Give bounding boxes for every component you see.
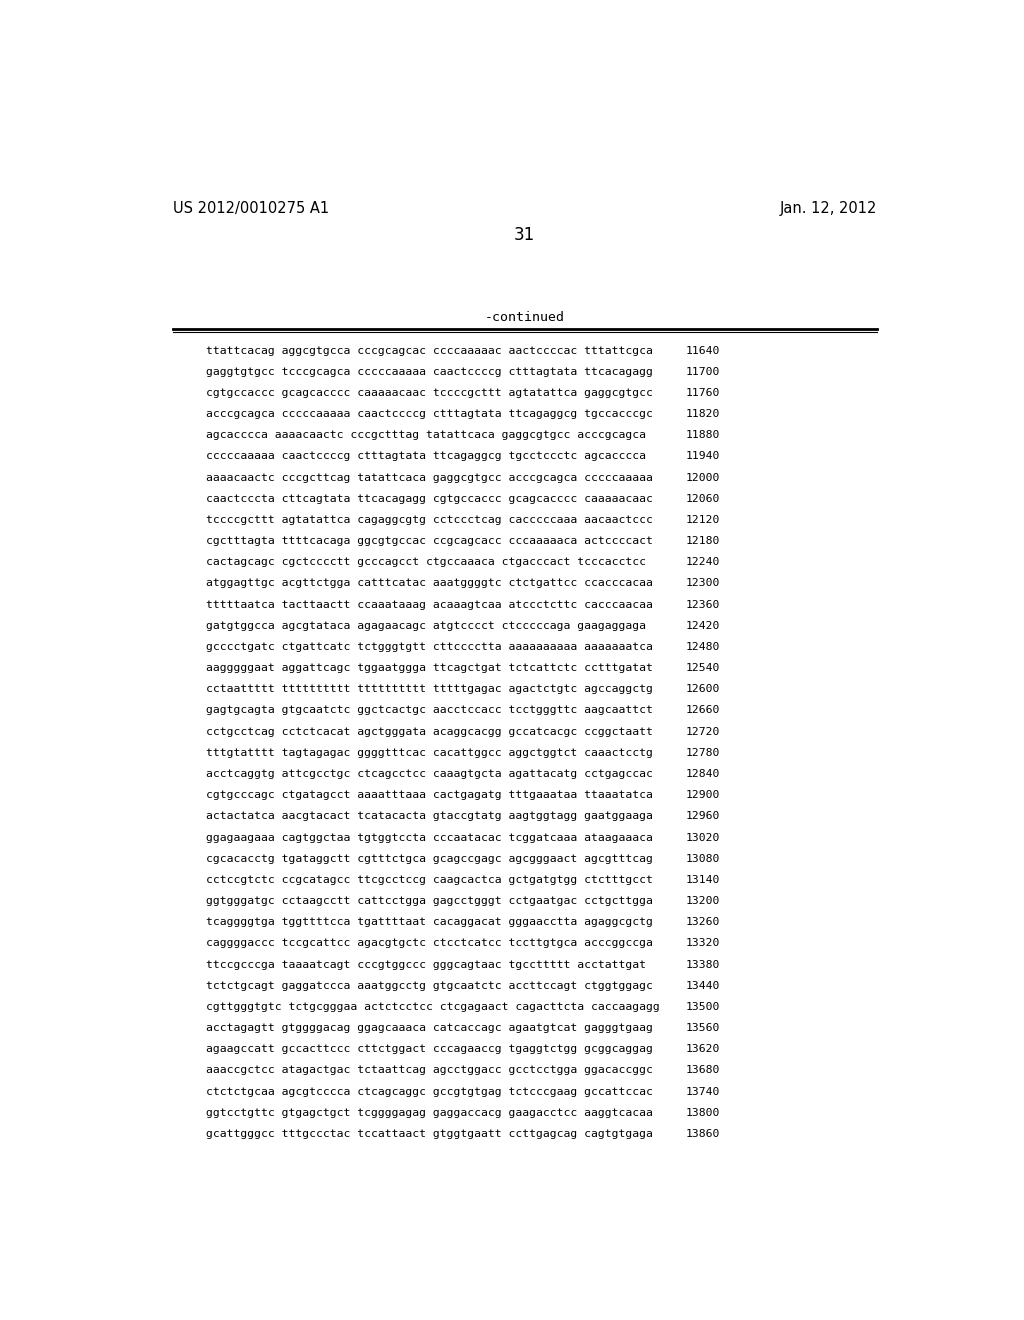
Text: ttattcacag aggcgtgcca cccgcagcac ccccaaaaac aactccccac tttattcgca: ttattcacag aggcgtgcca cccgcagcac ccccaaa… <box>206 346 652 355</box>
Text: gaggtgtgcc tcccgcagca cccccaaaaa caactccccg ctttagtata ttcacagagg: gaggtgtgcc tcccgcagca cccccaaaaa caactcc… <box>206 367 652 376</box>
Text: 13500: 13500 <box>686 1002 720 1012</box>
Text: cctaattttt tttttttttt tttttttttt tttttgagac agactctgtc agccaggctg: cctaattttt tttttttttt tttttttttt tttttga… <box>206 684 652 694</box>
Text: 13200: 13200 <box>686 896 720 906</box>
Text: 11640: 11640 <box>686 346 720 355</box>
Text: cctgcctcag cctctcacat agctgggata acaggcacgg gccatcacgc ccggctaatt: cctgcctcag cctctcacat agctgggata acaggca… <box>206 726 652 737</box>
Text: atggagttgc acgttctgga catttcatac aaatggggtc ctctgattcc ccacccacaa: atggagttgc acgttctgga catttcatac aaatggg… <box>206 578 652 589</box>
Text: 12540: 12540 <box>686 663 720 673</box>
Text: 13560: 13560 <box>686 1023 720 1034</box>
Text: ggagaagaaa cagtggctaa tgtggtccta cccaatacac tcggatcaaa ataagaaaca: ggagaagaaa cagtggctaa tgtggtccta cccaata… <box>206 833 652 842</box>
Text: 13800: 13800 <box>686 1107 720 1118</box>
Text: caactcccta cttcagtata ttcacagagg cgtgccaccc gcagcacccc caaaaacaac: caactcccta cttcagtata ttcacagagg cgtgcca… <box>206 494 652 504</box>
Text: 12720: 12720 <box>686 726 720 737</box>
Text: 12660: 12660 <box>686 705 720 715</box>
Text: 12420: 12420 <box>686 620 720 631</box>
Text: aagggggaat aggattcagc tggaatggga ttcagctgat tctcattctc cctttgatat: aagggggaat aggattcagc tggaatggga ttcagct… <box>206 663 652 673</box>
Text: 13440: 13440 <box>686 981 720 991</box>
Text: tccccgcttt agtatattca cagaggcgtg cctccctcag cacccccaaa aacaactccc: tccccgcttt agtatattca cagaggcgtg cctccct… <box>206 515 652 525</box>
Text: 13320: 13320 <box>686 939 720 948</box>
Text: cgtgccaccc gcagcacccc caaaaacaac tccccgcttt agtatattca gaggcgtgcc: cgtgccaccc gcagcacccc caaaaacaac tccccgc… <box>206 388 652 397</box>
Text: 12960: 12960 <box>686 812 720 821</box>
Text: tctctgcagt gaggatccca aaatggcctg gtgcaatctc accttccagt ctggtggagc: tctctgcagt gaggatccca aaatggcctg gtgcaat… <box>206 981 652 991</box>
Text: 12060: 12060 <box>686 494 720 504</box>
Text: 11880: 11880 <box>686 430 720 440</box>
Text: cgttgggtgtc tctgcgggaa actctcctcc ctcgagaact cagacttcta caccaagagg: cgttgggtgtc tctgcgggaa actctcctcc ctcgag… <box>206 1002 659 1012</box>
Text: 13740: 13740 <box>686 1086 720 1097</box>
Text: acccgcagca cccccaaaaa caactccccg ctttagtata ttcagaggcg tgccacccgc: acccgcagca cccccaaaaa caactccccg ctttagt… <box>206 409 652 418</box>
Text: ttccgcccga taaaatcagt cccgtggccc gggcagtaac tgccttttt acctattgat: ttccgcccga taaaatcagt cccgtggccc gggcagt… <box>206 960 645 970</box>
Text: 12900: 12900 <box>686 791 720 800</box>
Text: 13680: 13680 <box>686 1065 720 1076</box>
Text: cgctttagta ttttcacaga ggcgtgccac ccgcagcacc cccaaaaaca actccccact: cgctttagta ttttcacaga ggcgtgccac ccgcagc… <box>206 536 652 546</box>
Text: 13260: 13260 <box>686 917 720 927</box>
Text: tttgtatttt tagtagagac ggggtttcac cacattggcc aggctggtct caaactcctg: tttgtatttt tagtagagac ggggtttcac cacattg… <box>206 748 652 758</box>
Text: 31: 31 <box>514 226 536 244</box>
Text: 11940: 11940 <box>686 451 720 462</box>
Text: Jan. 12, 2012: Jan. 12, 2012 <box>779 201 877 215</box>
Text: ctctctgcaa agcgtcccca ctcagcaggc gccgtgtgag tctcccgaag gccattccac: ctctctgcaa agcgtcccca ctcagcaggc gccgtgt… <box>206 1086 652 1097</box>
Text: acctagagtt gtggggacag ggagcaaaca catcaccagc agaatgtcat gagggtgaag: acctagagtt gtggggacag ggagcaaaca catcacc… <box>206 1023 652 1034</box>
Text: gcattgggcc tttgccctac tccattaact gtggtgaatt ccttgagcag cagtgtgaga: gcattgggcc tttgccctac tccattaact gtggtga… <box>206 1129 652 1139</box>
Text: 13860: 13860 <box>686 1129 720 1139</box>
Text: caggggaccc tccgcattcc agacgtgctc ctcctcatcc tccttgtgca acccggccga: caggggaccc tccgcattcc agacgtgctc ctcctca… <box>206 939 652 948</box>
Text: ggtcctgttc gtgagctgct tcggggagag gaggaccacg gaagacctcc aaggtcacaa: ggtcctgttc gtgagctgct tcggggagag gaggacc… <box>206 1107 652 1118</box>
Text: 12120: 12120 <box>686 515 720 525</box>
Text: acctcaggtg attcgcctgc ctcagcctcc caaagtgcta agattacatg cctgagccac: acctcaggtg attcgcctgc ctcagcctcc caaagtg… <box>206 770 652 779</box>
Text: 11820: 11820 <box>686 409 720 418</box>
Text: 12780: 12780 <box>686 748 720 758</box>
Text: 12000: 12000 <box>686 473 720 483</box>
Text: 11700: 11700 <box>686 367 720 376</box>
Text: 13140: 13140 <box>686 875 720 884</box>
Text: gcccctgatc ctgattcatc tctgggtgtt cttcccctta aaaaaaaaaa aaaaaaatca: gcccctgatc ctgattcatc tctgggtgtt cttcccc… <box>206 642 652 652</box>
Text: agaagccatt gccacttccc cttctggact cccagaaccg tgaggtctgg gcggcaggag: agaagccatt gccacttccc cttctggact cccagaa… <box>206 1044 652 1055</box>
Text: 13020: 13020 <box>686 833 720 842</box>
Text: ggtgggatgc cctaagcctt cattcctgga gagcctgggt cctgaatgac cctgcttgga: ggtgggatgc cctaagcctt cattcctgga gagcctg… <box>206 896 652 906</box>
Text: cgcacacctg tgataggctt cgtttctgca gcagccgagc agcgggaact agcgtttcag: cgcacacctg tgataggctt cgtttctgca gcagccg… <box>206 854 652 863</box>
Text: 12480: 12480 <box>686 642 720 652</box>
Text: 12360: 12360 <box>686 599 720 610</box>
Text: -continued: -continued <box>484 312 565 323</box>
Text: cactagcagc cgctcccctt gcccagcct ctgccaaaca ctgacccact tcccacctcc: cactagcagc cgctcccctt gcccagcct ctgccaaa… <box>206 557 645 568</box>
Text: 12180: 12180 <box>686 536 720 546</box>
Text: 13080: 13080 <box>686 854 720 863</box>
Text: tttttaatca tacttaactt ccaaataaag acaaagtcaa atccctcttc cacccaacaa: tttttaatca tacttaactt ccaaataaag acaaagt… <box>206 599 652 610</box>
Text: agcacccca aaaacaactc cccgctttag tatattcaca gaggcgtgcc acccgcagca: agcacccca aaaacaactc cccgctttag tatattca… <box>206 430 645 440</box>
Text: 12300: 12300 <box>686 578 720 589</box>
Text: 12240: 12240 <box>686 557 720 568</box>
Text: 12840: 12840 <box>686 770 720 779</box>
Text: cctccgtctc ccgcatagcc ttcgcctccg caagcactca gctgatgtgg ctctttgcct: cctccgtctc ccgcatagcc ttcgcctccg caagcac… <box>206 875 652 884</box>
Text: tcaggggtga tggttttcca tgattttaat cacaggacat gggaacctta agaggcgctg: tcaggggtga tggttttcca tgattttaat cacagga… <box>206 917 652 927</box>
Text: 13380: 13380 <box>686 960 720 970</box>
Text: 12600: 12600 <box>686 684 720 694</box>
Text: 11760: 11760 <box>686 388 720 397</box>
Text: 13620: 13620 <box>686 1044 720 1055</box>
Text: aaaccgctcc atagactgac tctaattcag agcctggacc gcctcctgga ggacaccggc: aaaccgctcc atagactgac tctaattcag agcctgg… <box>206 1065 652 1076</box>
Text: gagtgcagta gtgcaatctc ggctcactgc aacctccacc tcctgggttc aagcaattct: gagtgcagta gtgcaatctc ggctcactgc aacctcc… <box>206 705 652 715</box>
Text: cgtgcccagc ctgatagcct aaaatttaaa cactgagatg tttgaaataa ttaaatatca: cgtgcccagc ctgatagcct aaaatttaaa cactgag… <box>206 791 652 800</box>
Text: cccccaaaaa caactccccg ctttagtata ttcagaggcg tgcctccctc agcacccca: cccccaaaaa caactccccg ctttagtata ttcagag… <box>206 451 645 462</box>
Text: US 2012/0010275 A1: US 2012/0010275 A1 <box>173 201 329 215</box>
Text: actactatca aacgtacact tcatacacta gtaccgtatg aagtggtagg gaatggaaga: actactatca aacgtacact tcatacacta gtaccgt… <box>206 812 652 821</box>
Text: gatgtggcca agcgtataca agagaacagc atgtcccct ctcccccaga gaagaggaga: gatgtggcca agcgtataca agagaacagc atgtccc… <box>206 620 645 631</box>
Text: aaaacaactc cccgcttcag tatattcaca gaggcgtgcc acccgcagca cccccaaaaa: aaaacaactc cccgcttcag tatattcaca gaggcgt… <box>206 473 652 483</box>
